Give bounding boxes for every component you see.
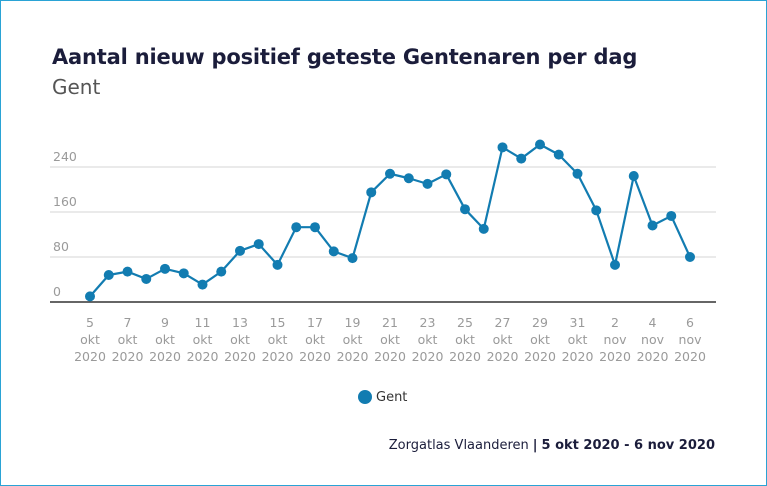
x-tick-label-2-nov-year: 2020 xyxy=(599,349,631,364)
x-tick-label-21-okt-year: 2020 xyxy=(374,349,406,364)
data-point-16 xyxy=(366,187,377,198)
data-point-15 xyxy=(347,253,358,264)
x-tick-label-31-okt-year: 2020 xyxy=(562,349,594,364)
data-point-33 xyxy=(685,252,695,262)
data-point-6 xyxy=(178,268,189,279)
data-point-31 xyxy=(647,220,658,231)
source-date-range: 5 okt 2020 - 6 nov 2020 xyxy=(541,438,715,453)
x-tick-label-11-okt-day: 11 xyxy=(195,315,211,330)
x-tick-label-2-nov-month: nov xyxy=(604,332,628,347)
data-point-4 xyxy=(141,273,152,284)
x-tick-label-27-okt-day: 27 xyxy=(495,315,511,330)
source-separator: | xyxy=(532,438,538,453)
x-tick-label-25-okt-month: okt xyxy=(455,332,475,347)
data-point-25 xyxy=(535,139,545,150)
x-tick-label-19-okt-day: 19 xyxy=(345,315,361,330)
data-point-10 xyxy=(253,239,264,250)
chart-subtitle: Gent xyxy=(52,75,101,99)
x-tick-label-23-okt-day: 23 xyxy=(420,315,436,330)
x-tick-label-6-nov-month: nov xyxy=(679,332,703,347)
data-point-2 xyxy=(103,270,114,280)
y-tick-label-80: 80 xyxy=(53,239,69,254)
data-point-1 xyxy=(85,291,95,302)
x-tick-label-7-okt-day: 7 xyxy=(124,315,132,330)
data-point-22 xyxy=(478,223,489,234)
data-point-7 xyxy=(197,279,208,290)
data-point-12 xyxy=(291,222,302,233)
x-tick-label-13-okt-day: 13 xyxy=(232,315,248,330)
data-point-14 xyxy=(328,246,339,257)
x-tick-label-11-okt-year: 2020 xyxy=(187,349,219,364)
y-tick-label-0: 0 xyxy=(53,284,61,299)
x-tick-label-6-nov-day: 6 xyxy=(686,315,694,330)
x-tick-label-23-okt-year: 2020 xyxy=(412,349,444,364)
data-point-24 xyxy=(516,153,527,164)
x-tick-label-23-okt-month: okt xyxy=(418,332,438,347)
legend-label-gent: Gent xyxy=(376,389,408,405)
legend[interactable]: Gent xyxy=(358,387,407,407)
x-tick-label-4-nov-year: 2020 xyxy=(637,349,669,364)
data-point-3 xyxy=(122,266,133,277)
x-tick-label-21-okt-day: 21 xyxy=(382,315,398,330)
x-tick-label-7-okt-year: 2020 xyxy=(112,349,144,364)
x-tick-label-13-okt-month: okt xyxy=(230,332,250,347)
data-point-13 xyxy=(310,222,320,233)
x-tick-label-17-okt-month: okt xyxy=(305,332,325,347)
y-tick-label-240: 240 xyxy=(53,149,77,164)
x-tick-label-13-okt-year: 2020 xyxy=(224,349,256,364)
data-point-8 xyxy=(216,266,227,277)
x-tick-label-9-okt-day: 9 xyxy=(161,315,169,330)
x-tick-label-9-okt-month: okt xyxy=(155,332,175,347)
x-tick-label-5-okt-day: 5 xyxy=(86,315,94,330)
y-tick-label-160: 160 xyxy=(53,194,77,209)
data-point-28 xyxy=(591,205,602,216)
x-tick-label-17-okt-day: 17 xyxy=(307,315,323,330)
chart-title: Aantal nieuw positief geteste Gentenaren… xyxy=(52,45,638,69)
x-tick-label-15-okt-month: okt xyxy=(268,332,288,347)
data-point-11 xyxy=(272,259,283,270)
data-point-32 xyxy=(666,210,677,221)
x-tick-label-27-okt-year: 2020 xyxy=(487,349,519,364)
x-tick-label-6-nov-year: 2020 xyxy=(674,349,706,364)
x-tick-label-19-okt-month: okt xyxy=(343,332,363,347)
data-point-30 xyxy=(628,171,639,181)
legend-marker-gent xyxy=(358,390,372,404)
x-tick-label-31-okt-day: 31 xyxy=(570,315,586,330)
x-tick-label-5-okt-year: 2020 xyxy=(74,349,106,364)
x-tick-label-15-okt-day: 15 xyxy=(270,315,286,330)
data-point-17 xyxy=(385,168,395,179)
x-tick-label-7-okt-month: okt xyxy=(118,332,138,347)
x-tick-label-2-nov-day: 2 xyxy=(611,315,619,330)
x-tick-label-9-okt-year: 2020 xyxy=(149,349,181,364)
x-tick-label-5-okt-month: okt xyxy=(80,332,100,347)
data-point-5 xyxy=(160,263,170,274)
data-point-27 xyxy=(572,168,583,179)
x-tick-label-29-okt-month: okt xyxy=(530,332,550,347)
x-tick-label-27-okt-month: okt xyxy=(493,332,513,347)
data-point-19 xyxy=(422,178,433,189)
x-tick-label-29-okt-year: 2020 xyxy=(524,349,556,364)
x-tick-label-25-okt-year: 2020 xyxy=(449,349,481,364)
data-point-26 xyxy=(553,149,564,160)
x-tick-label-19-okt-year: 2020 xyxy=(337,349,369,364)
data-point-18 xyxy=(403,173,414,184)
x-tick-label-31-okt-month: okt xyxy=(568,332,588,347)
x-tick-label-21-okt-month: okt xyxy=(380,332,400,347)
x-tick-label-25-okt-day: 25 xyxy=(457,315,473,330)
source-credit: Zorgatlas Vlaanderen | 5 okt 2020 - 6 nov … xyxy=(389,438,715,453)
source-name: Zorgatlas Vlaanderen xyxy=(388,438,529,453)
x-tick-label-17-okt-year: 2020 xyxy=(299,349,331,364)
x-tick-label-15-okt-year: 2020 xyxy=(262,349,294,364)
x-tick-label-4-nov-month: nov xyxy=(641,332,665,347)
data-point-29 xyxy=(610,259,620,270)
data-point-23 xyxy=(497,142,508,153)
data-point-9 xyxy=(235,245,245,256)
x-tick-label-11-okt-month: okt xyxy=(193,332,213,347)
data-point-21 xyxy=(460,204,470,215)
data-point-20 xyxy=(441,169,452,180)
x-tick-label-29-okt-day: 29 xyxy=(532,315,548,330)
x-tick-label-4-nov-day: 4 xyxy=(649,315,657,330)
